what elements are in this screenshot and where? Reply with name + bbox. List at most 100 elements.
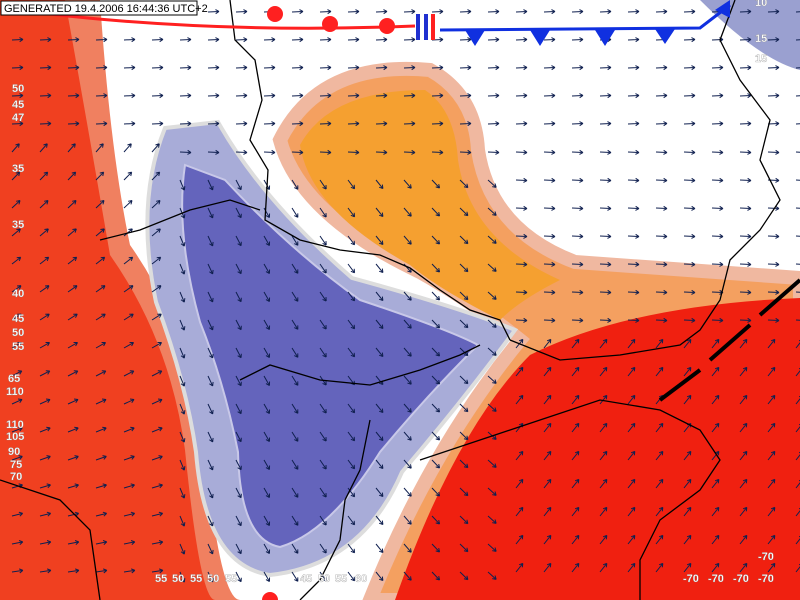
- wind-arrow: [67, 143, 76, 153]
- wind-arrow: [319, 291, 327, 302]
- wind-arrow: [487, 375, 497, 384]
- wind-arrow: [123, 426, 135, 433]
- wind-arrow: [655, 450, 664, 461]
- wind-arrow: [459, 291, 469, 301]
- contour-label: 55: [155, 573, 167, 585]
- wind-arrow: [543, 65, 556, 71]
- wind-arrow: [319, 515, 327, 526]
- wind-arrow: [655, 233, 668, 239]
- header-text: GENERATED 19.4.2006 16:44:36 UTC+2: [4, 3, 208, 15]
- wind-arrow: [767, 562, 776, 573]
- wind-arrow: [319, 179, 327, 190]
- contour-label: 90: [8, 446, 20, 458]
- wind-arrow: [543, 394, 552, 405]
- wind-arrow: [683, 65, 696, 71]
- wind-arrow: [459, 121, 472, 127]
- wind-arrow: [599, 149, 612, 155]
- wind-arrow: [123, 398, 135, 405]
- wind-arrow: [11, 199, 21, 209]
- wind-arrow: [431, 149, 444, 155]
- wind-arrow: [459, 207, 469, 217]
- wind-arrow: [403, 9, 416, 15]
- wind-arrow: [431, 487, 441, 497]
- wind-arrow: [179, 65, 192, 71]
- wind-arrow: [291, 515, 299, 526]
- wind-arrow: [95, 121, 108, 127]
- wind-arrow: [711, 149, 724, 155]
- wind-arrow: [67, 37, 80, 43]
- wind-arrow: [207, 375, 214, 387]
- wind-arrow: [151, 370, 163, 377]
- wind-arrow: [375, 319, 384, 330]
- wind-arrow: [319, 235, 327, 246]
- wind-arrow: [151, 256, 162, 265]
- wind-arrow: [95, 256, 106, 265]
- wind-arrow: [347, 571, 356, 582]
- wind-arrow: [739, 205, 752, 211]
- wind-arrow: [347, 515, 356, 526]
- wind-arrow: [263, 121, 276, 127]
- wind-arrow: [375, 515, 384, 526]
- wind-arrow: [627, 65, 640, 71]
- wind-arrow: [263, 319, 271, 330]
- wind-arrow: [487, 543, 497, 552]
- wind-arrow: [571, 289, 584, 295]
- wind-arrow: [627, 233, 640, 239]
- wind-arrow: [39, 568, 52, 574]
- wind-arrow: [123, 65, 136, 71]
- wind-arrow: [571, 233, 584, 239]
- wind-arrow: [543, 338, 552, 349]
- contour-label: 15: [755, 33, 767, 45]
- wind-arrow: [459, 487, 469, 497]
- wind-arrow: [67, 313, 78, 321]
- wind-arrow: [487, 263, 497, 272]
- wind-arrow: [739, 121, 752, 127]
- wind-arrow: [599, 562, 608, 573]
- wind-arrow: [207, 571, 214, 583]
- wind-arrow: [11, 93, 24, 99]
- wind-arrow: [291, 263, 299, 274]
- wind-arrows: [11, 9, 800, 583]
- wind-arrow: [403, 431, 412, 441]
- wind-arrow: [627, 450, 636, 461]
- wind-arrow: [739, 338, 748, 349]
- wind-arrow: [207, 121, 220, 127]
- wind-arrow: [347, 403, 356, 414]
- wind-arrow: [207, 65, 220, 71]
- wind-arrow: [263, 487, 271, 498]
- wind-arrow: [711, 261, 724, 267]
- wind-arrow: [711, 338, 720, 349]
- cold-front: [439, 3, 731, 32]
- wind-arrow: [767, 394, 776, 405]
- wind-arrow: [11, 37, 24, 43]
- wind-arrow: [683, 534, 692, 545]
- wind-arrow: [739, 506, 748, 517]
- wind-arrow: [235, 459, 242, 471]
- wind-arrow: [39, 483, 51, 489]
- wind-arrow: [655, 478, 664, 489]
- wind-arrow: [207, 207, 214, 219]
- wind-arrow: [235, 235, 242, 247]
- wind-arrow: [11, 426, 23, 433]
- border: [509, 0, 781, 361]
- wind-arrow: [123, 370, 135, 377]
- wind-arrow: [235, 149, 248, 155]
- wind-arrow: [683, 289, 696, 295]
- wind-arrow: [347, 149, 360, 155]
- wind-arrow: [179, 459, 186, 471]
- wind-arrow: [179, 37, 192, 43]
- wind-arrow: [347, 291, 356, 302]
- wind-arrow: [487, 347, 497, 356]
- wind-arrow: [235, 375, 242, 387]
- wind-arrow: [711, 506, 720, 517]
- wind-arrow: [403, 179, 412, 189]
- wind-arrow: [515, 394, 524, 405]
- wind-arrow: [39, 93, 52, 99]
- wind-arrow: [403, 235, 412, 245]
- wind-arrow: [39, 37, 52, 43]
- wind-arrow: [655, 65, 668, 71]
- wind-arrow: [431, 235, 441, 245]
- wind-arrow: [67, 370, 79, 377]
- wind-arrow: [571, 478, 580, 489]
- wind-arrow: [123, 540, 136, 545]
